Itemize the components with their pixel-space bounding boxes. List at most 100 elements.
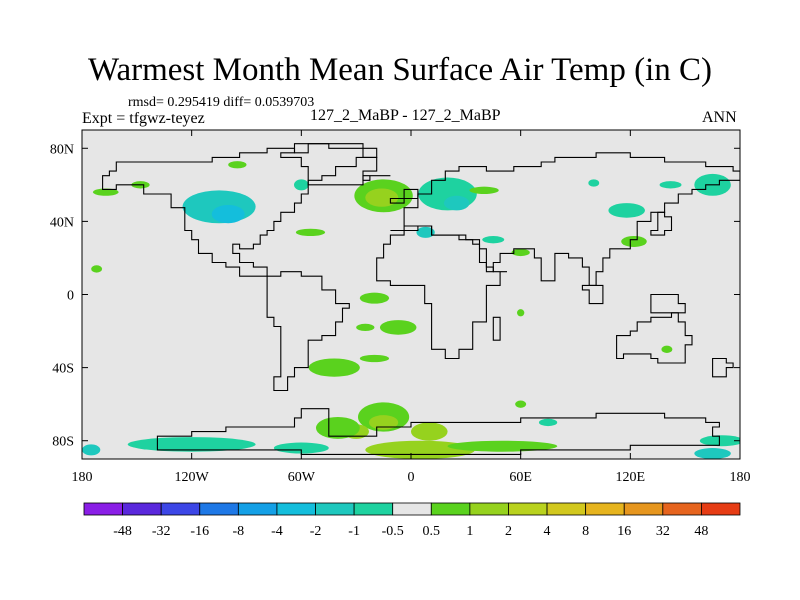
colorbar-swatch	[160, 502, 201, 516]
anomaly-patch	[411, 422, 448, 441]
colorbar-label: -4	[271, 524, 283, 539]
map-background	[82, 130, 740, 459]
colorbar-label: -0.5	[382, 524, 404, 539]
anomaly-patch	[368, 415, 399, 430]
map-title: Warmest Month Mean Surface Air Temp (in …	[87, 52, 713, 88]
anomaly-patch	[608, 203, 645, 218]
colorbar-swatch	[430, 502, 471, 516]
anomaly-patch	[273, 442, 329, 454]
coastline	[376, 225, 507, 360]
anomaly-patch	[228, 161, 247, 169]
anomaly-patch	[588, 179, 600, 187]
colorbar-swatch	[353, 502, 394, 516]
colorbar-label: 1	[466, 524, 473, 539]
coastline	[102, 143, 378, 277]
coastline	[156, 408, 720, 455]
colorbar: -48 -32 -16 -8 -4 -2 -1 -0.5 0.5 1 2 4 8 16 32 48	[83, 502, 741, 539]
colorbar-swatch	[701, 502, 741, 516]
colorbar-swatch	[237, 502, 278, 516]
coastline	[712, 357, 734, 378]
coastline-layer	[102, 143, 740, 455]
lon-tick-label: 180	[72, 470, 93, 485]
colorbar-label: 16	[617, 524, 631, 539]
coastline	[650, 293, 686, 314]
anomaly-patch	[515, 400, 527, 408]
colorbar-swatch	[392, 502, 432, 516]
stats-label: rmsd= 0.295419 diff= 0.0539703	[128, 95, 315, 110]
anomaly-patch	[538, 418, 558, 427]
anomaly-patch	[295, 228, 326, 237]
experiment-label: Expt = tfgwz-teyez	[82, 110, 205, 127]
colorbar-label: 2	[505, 524, 512, 539]
anomaly-patch	[416, 226, 435, 238]
colorbar-swatch	[315, 502, 355, 516]
colorbar-label: -1	[348, 524, 360, 539]
anomaly-patch	[211, 204, 245, 224]
anomaly-patch	[308, 358, 360, 377]
anomaly-layer	[82, 161, 740, 459]
anomaly-patch	[511, 248, 530, 257]
lon-tick-label: 0	[408, 470, 415, 485]
lon-tick-label: 120E	[616, 470, 646, 485]
anomaly-patch	[694, 448, 731, 459]
lon-tick-label: 60E	[509, 470, 532, 485]
colorbar-swatch	[662, 502, 702, 516]
lon-tick-label: 180	[730, 470, 751, 485]
anomaly-patch	[517, 309, 525, 317]
lat-tick-label: 0	[67, 289, 74, 304]
lon-tick-label: 60W	[288, 470, 316, 485]
coastline	[362, 175, 391, 181]
coastline	[390, 152, 740, 286]
colorbar-swatch	[546, 502, 587, 516]
anomaly-patch	[92, 188, 119, 196]
colorbar-label: 0.5	[423, 524, 441, 539]
anomaly-patch	[127, 437, 256, 452]
case-label: 127_2_MaBP - 127_2_MaBP	[310, 107, 501, 124]
coastline	[650, 211, 673, 236]
coastline	[280, 143, 378, 186]
axis-ticks: 180 120W 60W 0 60E 120E 180 80N 40N 0 40S 80S	[50, 130, 751, 485]
coastline	[266, 271, 350, 392]
colorbar-swatch	[469, 502, 509, 516]
anomaly-patch	[365, 188, 399, 207]
colorbar-label: 4	[544, 524, 551, 539]
lat-tick-label: 40S	[52, 362, 74, 377]
colorbar-swatch	[122, 502, 162, 516]
colorbar-swatch	[585, 502, 625, 516]
season-label: ANN	[702, 109, 737, 126]
coastline	[492, 316, 501, 341]
anomaly-patch	[447, 440, 558, 452]
colorbar-swatch	[199, 502, 239, 516]
anomaly-patch	[359, 292, 390, 304]
anomaly-patch	[469, 186, 499, 194]
anomaly-patch	[356, 323, 375, 332]
lon-tick-label: 120W	[175, 470, 210, 485]
anomaly-patch	[482, 236, 505, 244]
colorbar-swatch	[276, 502, 316, 516]
coastline	[389, 188, 419, 204]
colorbar-swatch	[508, 502, 548, 516]
anomaly-patch	[91, 265, 103, 273]
colorbar-label: 48	[694, 524, 708, 539]
lat-tick-label: 40N	[50, 215, 74, 230]
anomaly-patch	[661, 345, 673, 353]
colorbar-swatch	[83, 502, 123, 516]
colorbar-label: -48	[113, 524, 132, 539]
colorbar-label: -8	[233, 524, 245, 539]
coastline	[616, 312, 693, 364]
colorbar-label: 32	[656, 524, 670, 539]
anomaly-patch	[621, 236, 647, 247]
anomaly-patch	[379, 320, 417, 335]
lat-tick-label: 80S	[52, 435, 74, 450]
colorbar-swatch	[623, 502, 664, 516]
lat-tick-label: 80N	[50, 142, 74, 157]
anomaly-patch	[659, 181, 682, 189]
anomaly-patch	[315, 416, 360, 439]
coastline	[581, 284, 604, 305]
anomaly-patch	[82, 444, 101, 456]
anomaly-patch	[359, 354, 390, 363]
colorbar-label: -32	[152, 524, 171, 539]
anomaly-patch	[294, 179, 309, 191]
colorbar-label: 8	[582, 524, 589, 539]
